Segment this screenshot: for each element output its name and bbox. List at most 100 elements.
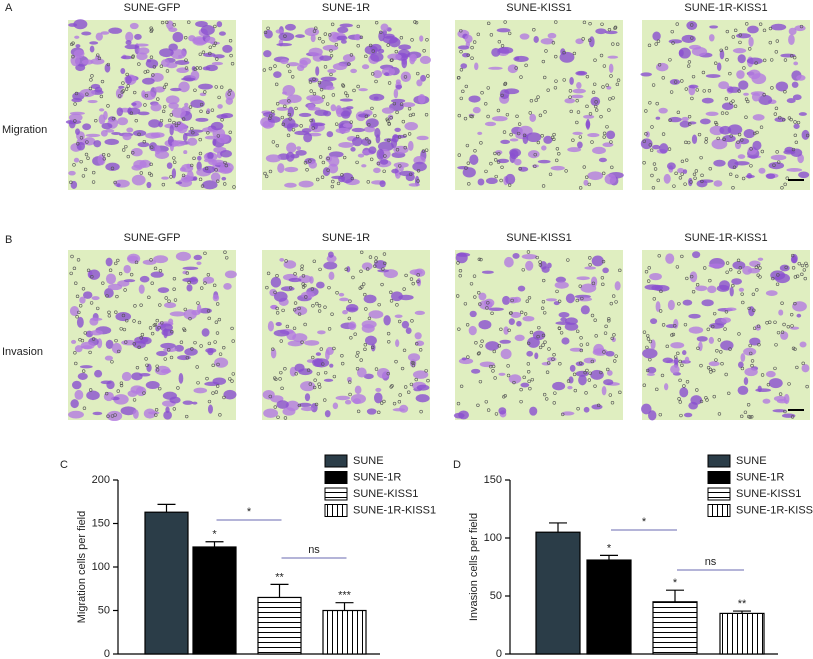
pore — [216, 179, 220, 183]
pore — [215, 57, 219, 61]
pore — [594, 104, 598, 109]
cell — [377, 141, 394, 152]
cell — [295, 34, 305, 38]
pore — [147, 295, 151, 300]
pore — [113, 180, 117, 185]
pore — [271, 347, 275, 351]
cell — [75, 63, 86, 72]
pore — [275, 102, 280, 106]
cell — [223, 389, 237, 400]
cell — [202, 276, 215, 284]
cell — [743, 377, 749, 386]
pore — [680, 79, 684, 83]
cell — [786, 168, 803, 172]
cell — [478, 292, 487, 301]
pore — [332, 374, 337, 379]
pore — [687, 114, 692, 119]
pore — [69, 271, 73, 276]
cell — [591, 404, 603, 410]
cell — [392, 134, 407, 139]
pore — [411, 112, 415, 117]
pore — [158, 386, 162, 391]
pore — [216, 362, 220, 367]
pore — [489, 33, 494, 37]
cell — [691, 134, 698, 144]
pore — [551, 357, 555, 361]
pore — [519, 310, 524, 315]
pore — [317, 36, 322, 41]
pore — [287, 112, 291, 117]
pore — [398, 393, 402, 397]
pore — [124, 144, 128, 149]
pore — [536, 95, 540, 99]
cell — [201, 328, 210, 337]
pore — [748, 343, 752, 348]
cell — [279, 257, 285, 262]
pore — [273, 405, 277, 409]
cell — [90, 317, 103, 321]
cell — [365, 118, 379, 128]
cell — [276, 43, 292, 47]
cell — [398, 166, 404, 172]
pore — [73, 119, 77, 123]
cell — [263, 50, 272, 58]
pore — [675, 265, 680, 269]
pore — [100, 79, 105, 84]
legend-swatch — [707, 487, 731, 501]
pore — [675, 22, 679, 26]
cell — [456, 252, 471, 257]
cell — [464, 34, 473, 44]
cell — [103, 391, 114, 402]
cell — [484, 121, 497, 127]
pore — [350, 176, 355, 181]
pore — [579, 348, 583, 353]
cell — [607, 55, 619, 59]
pore — [526, 370, 531, 374]
pore — [680, 172, 684, 176]
pore — [314, 402, 319, 407]
pore — [359, 269, 363, 274]
cell — [172, 31, 184, 43]
pore — [211, 363, 215, 368]
cell — [69, 111, 85, 115]
pore — [224, 163, 229, 168]
pore — [612, 333, 616, 337]
cell — [346, 106, 354, 110]
micrograph — [641, 250, 810, 421]
pore — [381, 267, 385, 271]
cell — [747, 25, 759, 34]
cell — [211, 159, 225, 166]
pore — [771, 276, 775, 281]
cell — [82, 123, 92, 131]
cell — [734, 161, 750, 166]
cell — [95, 32, 103, 41]
cell — [477, 131, 483, 135]
pore — [680, 159, 685, 164]
cell — [364, 335, 377, 346]
pore — [106, 153, 111, 157]
pore — [656, 178, 660, 183]
cell — [564, 317, 578, 325]
pore — [217, 317, 222, 322]
pore — [545, 370, 550, 374]
pore — [181, 173, 186, 178]
pore — [458, 274, 462, 278]
cell — [120, 406, 137, 416]
pore — [668, 118, 672, 122]
cell — [718, 81, 730, 90]
cell — [405, 327, 412, 334]
pore — [766, 382, 771, 387]
cell — [75, 128, 80, 135]
pore — [364, 114, 369, 119]
cell — [757, 257, 764, 261]
pore — [230, 326, 234, 331]
cell — [576, 276, 590, 281]
pore — [158, 303, 162, 307]
cell — [277, 163, 285, 174]
pore — [69, 180, 73, 185]
pore — [781, 118, 786, 122]
pore — [397, 319, 402, 324]
pore — [775, 282, 780, 286]
pore — [745, 22, 749, 26]
pore — [650, 173, 654, 178]
